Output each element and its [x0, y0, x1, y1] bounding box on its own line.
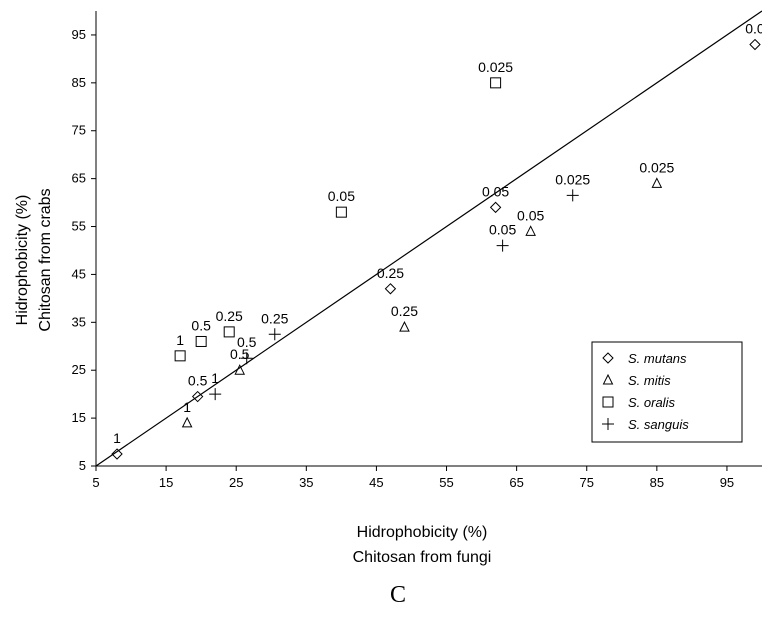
x-tick-label: 5	[92, 475, 99, 490]
point-label-s-oralis: 0.5	[191, 317, 211, 333]
point-s-mutans	[489, 201, 502, 214]
y-tick-label: 5	[79, 458, 86, 473]
legend-marker	[602, 418, 614, 430]
panel-label: C	[390, 582, 406, 608]
plot-frame	[95, 11, 762, 467]
y-tick-label: 65	[72, 171, 86, 186]
x-tick-label: 25	[229, 475, 243, 490]
y-tick-label: 95	[72, 27, 86, 42]
point-label-s-mutans: 1	[113, 430, 121, 446]
legend-entry: S. mitis	[628, 373, 671, 388]
point-s-mitis	[234, 364, 246, 375]
point-label-s-mitis: 0.025	[639, 159, 674, 175]
point-s-oralis	[174, 350, 186, 362]
y-tick-label: 75	[72, 123, 86, 138]
point-labels: 10.50.250.050.010.50.250.050.02510.50.25…	[113, 21, 762, 446]
point-label-s-sanguis: 1	[211, 370, 219, 386]
point-s-mitis	[651, 177, 663, 188]
point-label-s-sanguis: 0.5	[237, 334, 257, 350]
point-label-s-mutans: 0.0	[745, 21, 762, 37]
point-s-oralis	[223, 326, 235, 338]
point-label-s-mitis: 0.5	[230, 346, 250, 362]
point-label-s-sanguis: 0.05	[489, 222, 516, 238]
legend-box	[591, 341, 743, 443]
legend-marker	[602, 373, 614, 385]
y-tick-label: 45	[72, 266, 86, 281]
point-s-mutans	[749, 38, 761, 51]
identity-line-path	[95, 10, 762, 467]
point-s-mitis	[525, 225, 536, 236]
x-tick-label: 15	[159, 475, 173, 490]
point-label-s-mutans: 0.05	[482, 183, 509, 199]
y-axis-label-line1: Hidrophobicity (%)	[14, 195, 31, 326]
point-label-s-sanguis: 0.025	[555, 171, 590, 187]
point-s-mitis	[181, 416, 193, 428]
x-tick-label: 45	[369, 475, 383, 490]
x-axis-label-line2: Chitosan from fungi	[353, 549, 492, 566]
point-s-sanguis	[240, 352, 253, 365]
point-label-s-oralis: 0.25	[216, 308, 243, 324]
point-s-oralis	[335, 206, 347, 218]
point-s-mutans	[111, 448, 123, 460]
y-tick-label: 85	[72, 75, 86, 90]
y-tick-label: 55	[72, 219, 86, 234]
point-label-s-oralis: 1	[176, 332, 184, 348]
identity-line	[95, 10, 762, 467]
x-tick-label: 85	[650, 475, 664, 490]
legend-entry: S. sanguis	[628, 417, 689, 432]
point-s-sanguis	[566, 189, 579, 202]
legend: S. mutans S. mitis S. oralis S. sanguis	[591, 341, 743, 443]
y-tick-label: 15	[72, 410, 86, 425]
legend-entry: S. mutans	[628, 351, 687, 366]
point-label-s-oralis: 0.05	[328, 188, 355, 204]
point-label-s-sanguis: 0.25	[261, 310, 288, 326]
point-label-s-mutans: 0.25	[377, 265, 404, 281]
point-label-s-mitis: 1	[183, 399, 191, 415]
x-axis-ticks: 5 15 25 35 45 55 65 75 85 95	[92, 466, 734, 490]
point-label-s-mitis: 0.25	[391, 303, 418, 319]
point-label-s-mutans: 0.5	[188, 373, 208, 389]
point-s-mitis	[399, 320, 410, 332]
y-tick-label: 25	[72, 362, 86, 377]
legend-entry: S. oralis	[628, 395, 675, 410]
point-s-sanguis	[496, 239, 509, 252]
x-tick-label: 55	[439, 475, 453, 490]
x-tick-label: 65	[509, 475, 523, 490]
point-s-mutans	[384, 283, 397, 295]
legend-marker	[602, 352, 614, 364]
point-s-sanguis	[268, 328, 281, 341]
y-axis-ticks: 5 15 25 35 45 55 65 75 85 95	[72, 27, 96, 473]
x-tick-label: 75	[580, 475, 594, 490]
point-label-s-mitis: 0.05	[517, 207, 544, 223]
x-tick-label: 35	[299, 475, 313, 490]
legend-marker	[602, 396, 614, 408]
point-s-oralis	[195, 335, 207, 347]
x-tick-label: 95	[720, 475, 734, 490]
point-s-sanguis	[209, 388, 222, 401]
x-axis-label-line1: Hidrophobicity (%)	[357, 524, 488, 541]
point-s-oralis	[490, 77, 502, 89]
y-axis-label-line2: Chitosan from crabs	[37, 188, 54, 331]
point-s-mutans	[191, 390, 204, 403]
data-points	[111, 38, 761, 460]
y-tick-label: 35	[72, 314, 86, 329]
point-label-s-oralis: 0.025	[478, 59, 513, 75]
